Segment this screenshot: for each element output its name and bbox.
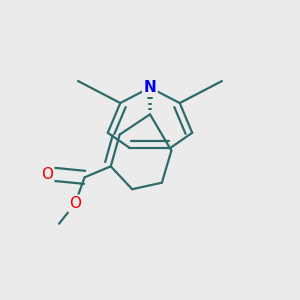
Text: O: O <box>41 167 53 182</box>
Text: O: O <box>69 196 81 211</box>
Text: N: N <box>144 80 156 95</box>
